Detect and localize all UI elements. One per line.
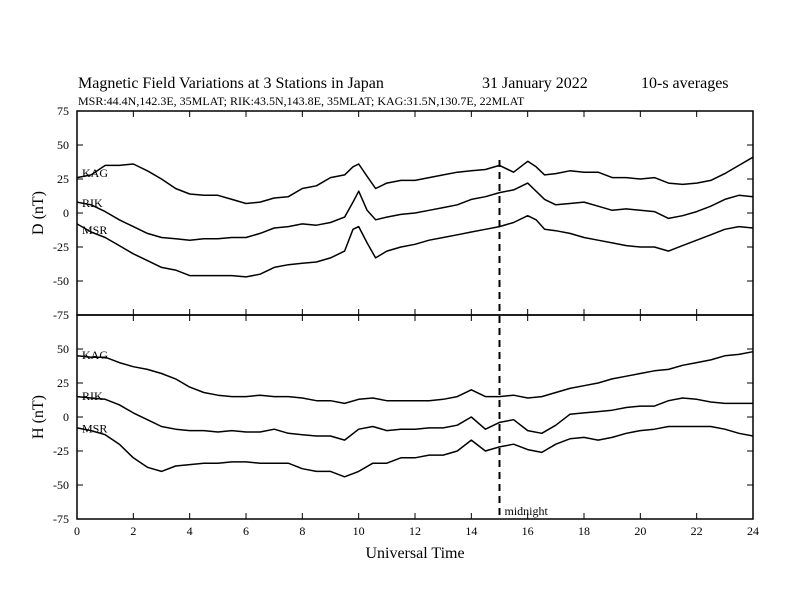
x-tick-label: 14 bbox=[465, 524, 477, 538]
series-label-msr: MSR bbox=[82, 223, 107, 237]
x-tick-label: 2 bbox=[130, 524, 136, 538]
x-tick-label: 0 bbox=[74, 524, 80, 538]
x-tick-label: 12 bbox=[409, 524, 421, 538]
series-lines bbox=[76, 156, 754, 478]
y-tick-label: 75 bbox=[57, 104, 69, 118]
series-line-msr bbox=[76, 425, 754, 478]
h-panel-frame bbox=[76, 314, 754, 520]
x-axis-label: Universal Time bbox=[365, 545, 464, 562]
x-tick-label: 10 bbox=[353, 524, 365, 538]
x-tick-label: 16 bbox=[522, 524, 534, 538]
y-tick-label: 25 bbox=[57, 172, 69, 186]
y-tick-label: 50 bbox=[57, 342, 69, 356]
x-tick-label: 20 bbox=[634, 524, 646, 538]
y-tick-label: -50 bbox=[53, 274, 69, 288]
y-tick-label: 0 bbox=[63, 206, 69, 220]
series-line-kag bbox=[76, 156, 754, 205]
x-tick-label: 8 bbox=[299, 524, 305, 538]
y-tick-label: -75 bbox=[53, 512, 69, 526]
chart-date: 31 January 2022 bbox=[482, 75, 588, 92]
y-tick-label: 25 bbox=[57, 376, 69, 390]
stations-info: MSR:44.4N,142.3E, 35MLAT; RIK:43.5N,143.… bbox=[78, 94, 525, 108]
y-tick-label: -75 bbox=[53, 308, 69, 322]
d-axis-label: D (nT) bbox=[30, 191, 47, 235]
y-tick-label: -25 bbox=[53, 240, 69, 254]
series-label-kag: KAG bbox=[82, 166, 108, 180]
x-tick-label: 18 bbox=[578, 524, 590, 538]
series-label-rik: RIK bbox=[82, 389, 103, 403]
series-line-rik bbox=[76, 395, 753, 441]
series-line-msr bbox=[76, 214, 754, 278]
chart-averaging: 10-s averages bbox=[641, 75, 729, 92]
x-tick-label: 4 bbox=[187, 524, 193, 538]
series-label-kag: KAG bbox=[82, 348, 108, 362]
x-tick-label: 6 bbox=[243, 524, 249, 538]
x-tick-label: 22 bbox=[691, 524, 703, 538]
y-tick-label: 0 bbox=[63, 410, 69, 424]
x-tick-label: 24 bbox=[747, 524, 759, 538]
series-label-msr: MSR bbox=[82, 422, 107, 436]
series-labels: KAG RIK MSR KAG RIK MSR bbox=[82, 166, 108, 436]
midnight-label: midnight bbox=[505, 504, 549, 518]
h-axis-label: H (nT) bbox=[30, 395, 47, 439]
series-line-kag bbox=[76, 350, 754, 405]
series-line-rik bbox=[76, 182, 754, 241]
series-label-rik: RIK bbox=[82, 196, 103, 210]
y-tick-label: -50 bbox=[53, 478, 69, 492]
chart-title: Magnetic Field Variations at 3 Stations … bbox=[78, 75, 384, 92]
y-tick-label: 50 bbox=[57, 138, 69, 152]
y-tick-label: -25 bbox=[53, 444, 69, 458]
